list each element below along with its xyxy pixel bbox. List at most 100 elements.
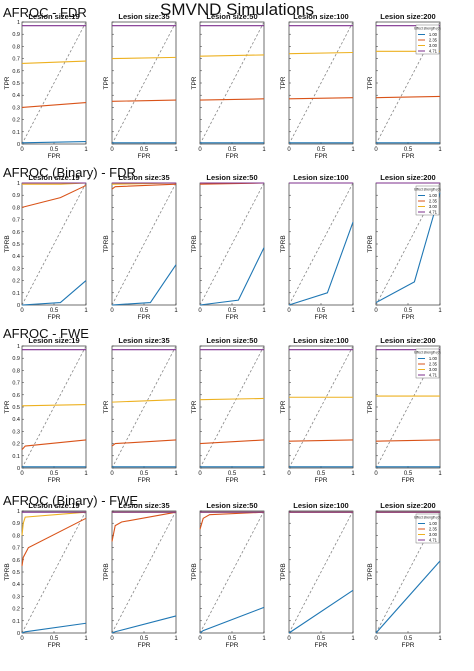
legend-title: Effect strength (σ) xyxy=(414,27,440,31)
panel-title: Lesion size:50 xyxy=(206,173,257,182)
chance-diagonal xyxy=(288,510,354,634)
x-tick-label: 0 xyxy=(374,308,378,314)
series-line-1-00 xyxy=(288,589,354,634)
series-line-2-35 xyxy=(111,439,177,447)
chance-diagonal xyxy=(21,21,87,145)
y-tick-label: 0.4 xyxy=(12,254,20,260)
legend-entry-2-35: 2.35 xyxy=(429,527,438,532)
y-tick-label: 0.3 xyxy=(12,266,20,272)
y-tick-label: 0.2 xyxy=(12,118,20,124)
x-axis-label: FPR xyxy=(315,642,328,649)
x-tick-label: 0.5 xyxy=(404,471,413,477)
x-tick-label: 1 xyxy=(84,471,88,477)
panel-3: Lesion size:50 0 0.5 1 FPR TPRB xyxy=(191,501,266,649)
legend-entry-3-00: 3.00 xyxy=(429,204,438,209)
y-tick-label: 1 xyxy=(17,509,20,515)
panel-4: Lesion size:100 0 0.5 1 FPR TPR xyxy=(280,12,355,160)
legend-box xyxy=(415,513,440,544)
x-tick-label: 0.5 xyxy=(404,147,413,153)
legend-entry-3-00: 3.00 xyxy=(429,367,438,372)
series-line-1-00 xyxy=(288,221,354,306)
chance-diagonal xyxy=(21,345,87,469)
series-line-2-35 xyxy=(199,98,265,101)
panel-1: Lesion size:19 0 0.1 0.2 0.3 0.4 0.5 0.6 0.7 0.8 0… xyxy=(4,336,88,484)
x-tick-label: 0.5 xyxy=(140,308,149,314)
panel-1: Lesion size:19 0 0.1 0.2 0.3 0.4 0.5 0.6 0.7 0.8 0… xyxy=(4,173,88,321)
x-tick-label: 1 xyxy=(438,147,442,153)
y-tick-label: 0.1 xyxy=(12,454,20,460)
section-label-afroc-fwe: AFROC - FWE xyxy=(3,326,89,341)
x-tick-label: 1 xyxy=(438,471,442,477)
x-tick-label: 0 xyxy=(110,308,114,314)
x-tick-label: 0 xyxy=(198,147,202,153)
x-axis-label: FPR xyxy=(138,153,151,160)
series-line-2-35 xyxy=(288,439,354,442)
panel-title: Lesion size:35 xyxy=(118,12,169,21)
x-tick-label: 0.5 xyxy=(404,308,413,314)
panel-2: Lesion size:35 0 0.5 1 FPR TPRB xyxy=(103,173,178,321)
y-tick-label: 0.5 xyxy=(12,81,20,87)
panel-title: Lesion size:200 xyxy=(380,12,435,21)
panel-2: Lesion size:35 0 0.5 1 FPR TPR xyxy=(103,12,178,160)
section-label-afroc-fdr: AFROC - FDR xyxy=(3,5,87,20)
x-tick-label: 1 xyxy=(174,471,178,477)
section-afroc-binary-fdr: Lesion size:19 0 0.1 0.2 0.3 0.4 0.5 0.6 0.7 0.8 0… xyxy=(4,173,442,321)
x-tick-label: 1 xyxy=(262,636,266,642)
y-axis-label: TPRB xyxy=(191,563,198,580)
y-tick-label: 0.1 xyxy=(12,130,20,136)
x-axis-label: FPR xyxy=(226,477,239,484)
chance-diagonal xyxy=(288,345,354,469)
y-tick-label: 0.6 xyxy=(12,69,20,75)
y-axis-label: TPRB xyxy=(367,235,374,252)
x-tick-label: 0.5 xyxy=(228,471,237,477)
x-tick-label: 0.5 xyxy=(50,147,59,153)
panel-title: Lesion size:100 xyxy=(293,501,348,510)
y-tick-label: 0.2 xyxy=(12,279,20,285)
y-tick-label: 0.3 xyxy=(12,429,20,435)
x-axis-label: FPR xyxy=(138,477,151,484)
panel-2: Lesion size:35 0 0.5 1 FPR TPR xyxy=(103,336,178,484)
legend-entry-4-71: 4.71 xyxy=(429,49,438,54)
series-line-2-35 xyxy=(199,511,265,530)
x-tick-label: 1 xyxy=(262,147,266,153)
panel-title: Lesion size:100 xyxy=(293,173,348,182)
y-tick-label: 0.8 xyxy=(12,368,20,374)
x-axis-label: FPR xyxy=(226,642,239,649)
y-tick-label: 0.9 xyxy=(12,193,20,199)
y-tick-label: 0.9 xyxy=(12,356,20,362)
series-line-2-35 xyxy=(21,101,87,108)
series-line-3-00 xyxy=(111,399,177,403)
x-tick-label: 1 xyxy=(438,636,442,642)
x-tick-label: 1 xyxy=(351,636,355,642)
y-tick-label: 0.5 xyxy=(12,242,20,248)
y-tick-label: 0.9 xyxy=(12,32,20,38)
panel-title: Lesion size:200 xyxy=(380,173,435,182)
x-tick-label: 0.5 xyxy=(317,471,326,477)
x-axis-label: FPR xyxy=(402,314,415,321)
y-tick-label: 1 xyxy=(17,344,20,350)
series-line-2-35 xyxy=(111,511,177,542)
panel-title: Lesion size:35 xyxy=(118,336,169,345)
panel-5: Lesion size:200 0 0.5 1 FPR TPR Effect strengt… xyxy=(367,336,442,484)
legend-entry-4-71: 4.71 xyxy=(429,210,438,215)
y-axis-label: TPRB xyxy=(367,563,374,580)
series-line-2-35 xyxy=(199,439,265,445)
x-tick-label: 0 xyxy=(287,147,291,153)
legend-entry-1-00: 1.00 xyxy=(429,193,438,198)
x-axis-label: FPR xyxy=(48,153,61,160)
series-line-1-00 xyxy=(375,192,441,304)
y-tick-label: 0.7 xyxy=(12,381,20,387)
x-tick-label: 0 xyxy=(287,308,291,314)
x-tick-label: 0 xyxy=(110,636,114,642)
x-axis-label: FPR xyxy=(48,314,61,321)
series-line-1-00 xyxy=(21,141,87,144)
y-axis-label: TPR xyxy=(191,76,198,89)
series-line-2-35 xyxy=(375,439,441,442)
legend-entry-2-35: 2.35 xyxy=(429,38,438,43)
x-tick-label: 1 xyxy=(174,147,178,153)
series-line-3-00 xyxy=(21,511,87,536)
y-tick-label: 0.7 xyxy=(12,546,20,552)
chance-diagonal xyxy=(199,182,265,306)
x-tick-label: 0.5 xyxy=(317,636,326,642)
x-tick-label: 1 xyxy=(84,636,88,642)
